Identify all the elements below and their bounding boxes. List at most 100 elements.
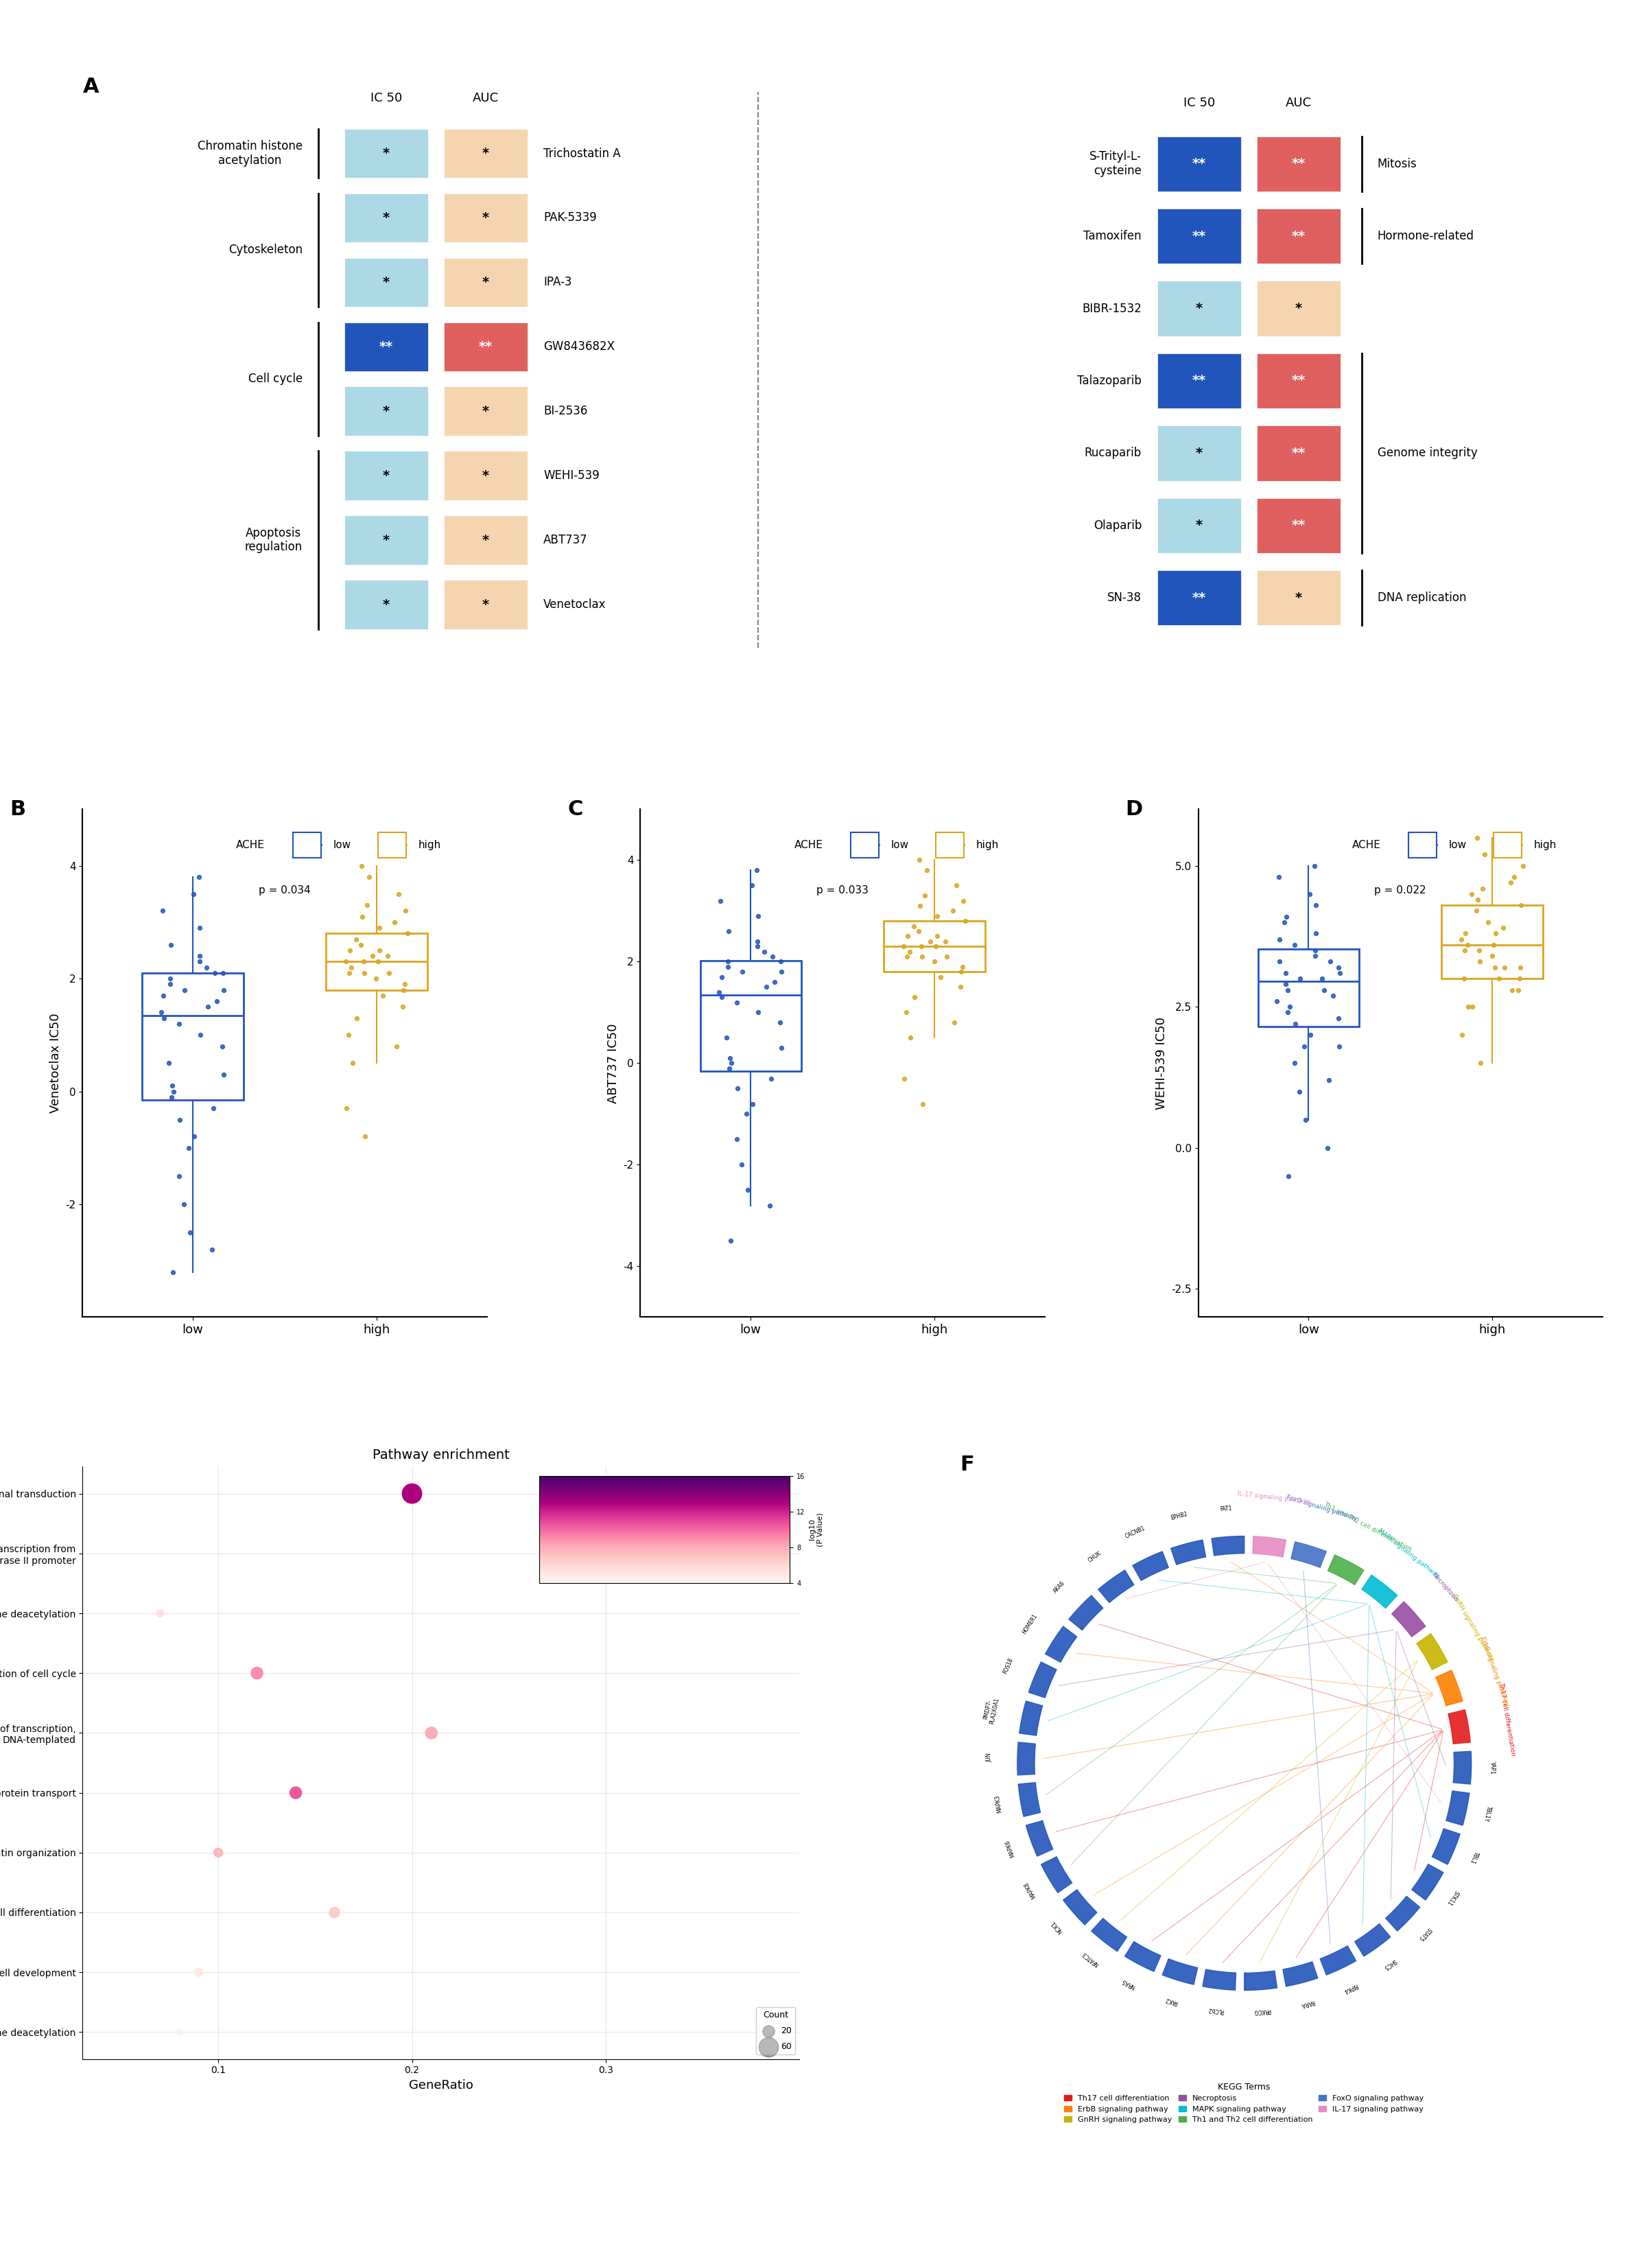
Text: SHC5: SHC5 [1383,1958,1398,1971]
Point [717,1050,743,1086]
Point [375,955,401,991]
Point [932,924,958,960]
Point [1272,955,1298,991]
Point [1290,1027,1317,1063]
Point [1507,949,1533,985]
Bar [444,259,527,306]
Text: high: high [976,841,999,850]
Point [198,1232,225,1268]
Bar [344,452,428,501]
Point [1454,926,1480,962]
Text: YAP1: YAP1 [1490,1762,1495,1774]
Point [370,978,396,1014]
Text: *: * [383,405,390,418]
Text: p = 0.034: p = 0.034 [259,886,311,895]
Point [159,1068,185,1104]
Text: IC 50: IC 50 [370,92,401,103]
Point [344,1000,370,1036]
Point [923,897,950,933]
Point [205,1834,231,1870]
FancyBboxPatch shape [292,832,320,856]
Point [705,973,732,1009]
Point [200,1090,226,1126]
Text: *: * [482,405,489,418]
Point [735,1171,762,1207]
Text: SN-38: SN-38 [1107,591,1142,605]
Point [187,910,213,946]
Bar [1257,353,1341,409]
Point [942,1005,968,1041]
Point [1498,971,1525,1007]
Text: **: ** [1292,519,1305,533]
Point [347,926,373,962]
Text: Mitosis: Mitosis [1378,157,1417,171]
Point [1274,971,1300,1007]
Point [390,971,416,1007]
Point [1479,937,1505,973]
Point [334,1090,360,1126]
Text: A: A [83,76,99,97]
Point [172,971,198,1007]
Text: *: * [1196,519,1203,533]
Point [762,964,788,1000]
Point [185,1954,211,1989]
Bar [1158,353,1241,409]
Point [1282,926,1308,962]
Bar [1158,425,1241,481]
Text: BIBR-1532: BIBR-1532 [1082,301,1142,315]
Point [1297,1016,1323,1052]
Text: Rucaparib: Rucaparib [1084,447,1142,459]
Point [398,1475,425,1511]
Point [244,1655,271,1690]
Point [1287,960,1313,996]
Point [210,1027,236,1063]
FancyBboxPatch shape [1493,832,1521,856]
Point [352,1120,378,1155]
Point [940,892,966,928]
Text: Chromatin histone
acetylation: Chromatin histone acetylation [198,139,302,166]
Y-axis label: WEHI-539 IC50: WEHI-539 IC50 [1155,1016,1168,1111]
Point [349,899,375,935]
Text: MAPK signaling pathway: MAPK signaling pathway [1378,1526,1441,1580]
Point [717,1223,743,1259]
Text: p = 0.022: p = 0.022 [1374,886,1426,895]
Point [1450,960,1477,996]
Point [373,937,400,973]
Point [193,949,220,985]
Point [1470,870,1497,906]
Text: **: ** [479,339,492,353]
Point [729,953,755,989]
Point [890,1061,917,1097]
Text: ErbB signaling pathway: ErbB signaling pathway [1479,1637,1510,1706]
Text: *: * [1196,301,1203,315]
Point [1490,910,1517,946]
Bar [444,321,527,371]
Text: *: * [1295,301,1302,315]
Point [707,883,733,919]
Point [1467,944,1493,980]
Point [917,924,943,960]
Point [1497,865,1523,901]
Point [738,1086,765,1122]
Point [150,892,177,928]
Point [923,919,950,955]
Point [339,949,365,985]
Text: low: low [334,841,352,850]
Text: PRKCG: PRKCG [1252,2007,1270,2014]
Point [753,969,780,1005]
FancyBboxPatch shape [851,832,879,856]
Point [1265,944,1292,980]
Point [895,933,922,969]
Point [897,1021,923,1057]
Point [928,960,955,996]
Point [1313,1131,1340,1167]
Text: NCK1: NCK1 [1051,1920,1064,1933]
Point [900,980,927,1016]
Point [743,852,770,888]
Text: **: ** [380,339,393,353]
Point [185,859,211,895]
Point [355,859,382,895]
Point [1297,877,1323,913]
Point [719,1045,745,1081]
Text: high: high [418,841,441,850]
